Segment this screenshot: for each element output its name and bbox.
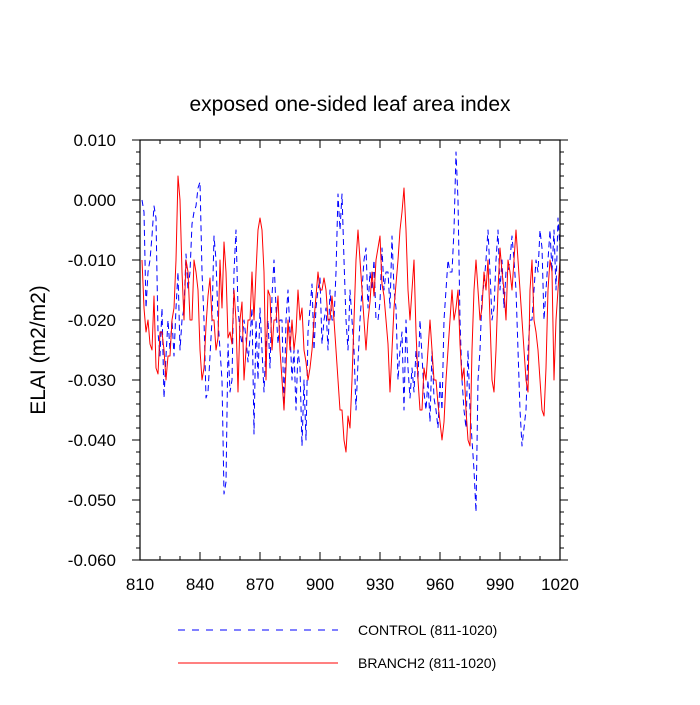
y-tick-label: -0.030 — [68, 371, 116, 390]
y-axis-label: ELAI (m2/m2) — [27, 285, 50, 415]
chart-title: exposed one-sided leaf area index — [189, 93, 511, 116]
y-tick-label: -0.010 — [68, 251, 116, 270]
y-tick-label: -0.020 — [68, 311, 116, 330]
ticks-layer — [132, 139, 568, 561]
x-tick-label: 930 — [366, 575, 394, 594]
x-tick-label: 840 — [186, 575, 214, 594]
plot-frame — [139, 139, 561, 561]
x-tick-label: 1020 — [541, 575, 579, 594]
legend-label-1: CONTROL (811-1020) — [358, 622, 497, 638]
x-tick-label: 810 — [126, 575, 154, 594]
x-tick-label: 990 — [486, 575, 514, 594]
y-tick-label: -0.060 — [68, 551, 116, 570]
x-tick-label: 960 — [426, 575, 454, 594]
series-line-1 — [141, 151, 560, 513]
series-layer — [141, 151, 560, 513]
x-tick-label: 870 — [246, 575, 274, 594]
y-tick-label: -0.050 — [68, 491, 116, 510]
series-line-2 — [141, 175, 560, 453]
legend: CONTROL (811-1020) BRANCH2 (811-1020) — [178, 622, 497, 671]
tick-labels-layer: 810 840 870 900 930 960 990 1020 0.010 0.000 -0.01… — [68, 131, 579, 594]
legend-label-2: BRANCH2 (811-1020) — [358, 655, 496, 671]
y-tick-label: -0.040 — [68, 431, 116, 450]
y-tick-label: 0.000 — [73, 191, 116, 210]
y-tick-label: 0.010 — [73, 131, 116, 150]
x-tick-label: 900 — [306, 575, 334, 594]
